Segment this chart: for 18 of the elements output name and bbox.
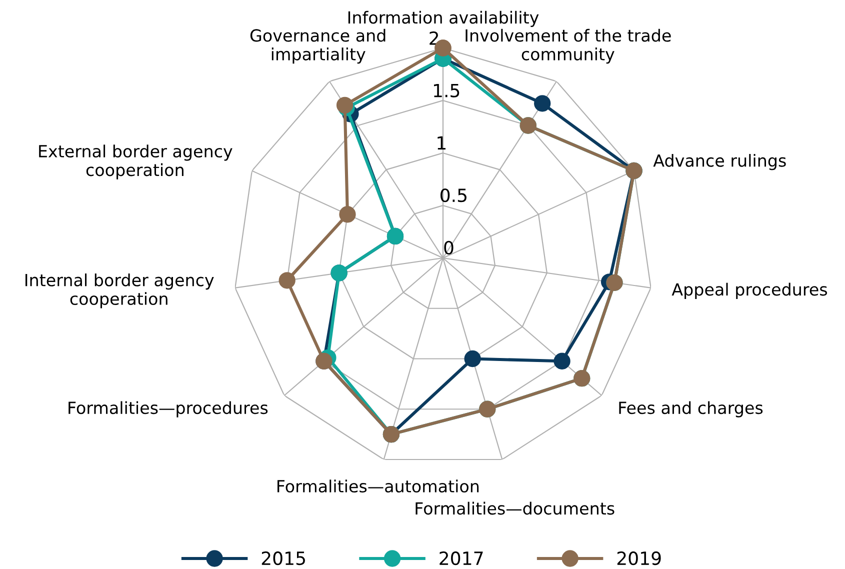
spoke-label: Governance and impartiality — [250, 28, 386, 64]
spoke-label: Appeal procedures — [672, 282, 828, 299]
legend-label: 2019 — [617, 551, 661, 566]
spoke-label: External border agency cooperation — [39, 144, 232, 180]
y-tick-label: 0.5 — [440, 188, 466, 202]
y-tick-label: 0 — [444, 240, 454, 254]
y-tick-label: 1 — [438, 136, 446, 150]
spoke-label: Formalities—documents — [416, 502, 614, 515]
spoke-label: Internal border agency cooperation — [25, 273, 214, 308]
spoke-label: Formalities—procedures — [68, 401, 268, 418]
spoke-label: Involvement of the trade community — [466, 28, 671, 64]
legend-label: 2015 — [262, 551, 305, 566]
spoke-label: Information availability — [348, 10, 539, 27]
legend-label: 2017 — [440, 551, 483, 566]
y-tick-label: 1.5 — [434, 84, 460, 98]
spoke-label: Formalities—automation — [278, 480, 479, 493]
spoke-label: Fees and charges — [619, 401, 763, 418]
spoke-label: Advance rulings — [653, 154, 786, 170]
